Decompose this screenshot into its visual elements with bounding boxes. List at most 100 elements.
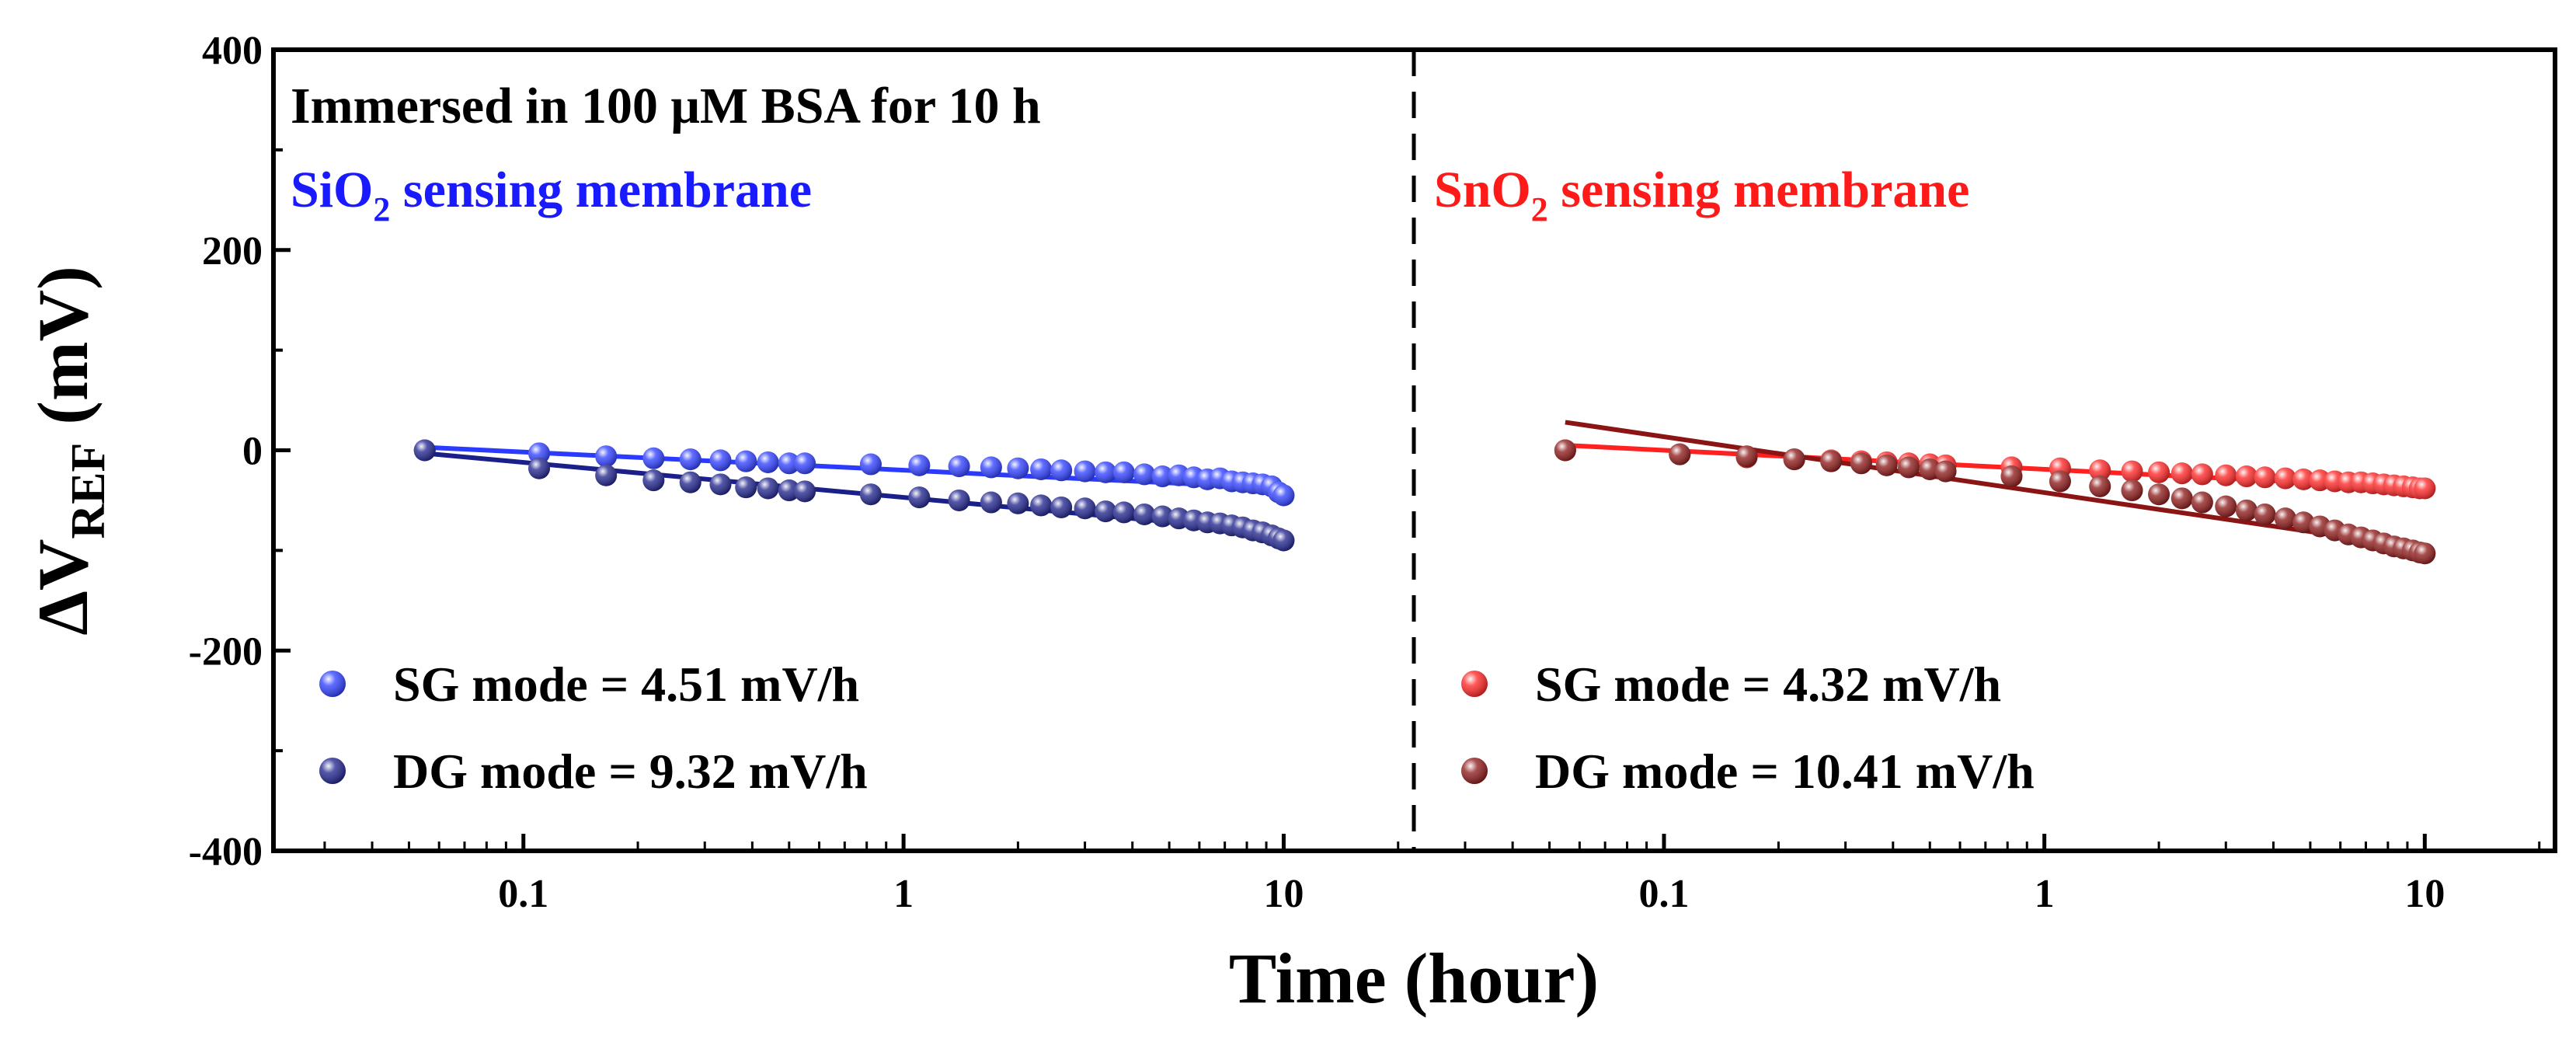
membrane-label-sio2: SiO2 sensing membrane — [291, 162, 812, 228]
data-point-shade-sno2-sg — [2170, 462, 2193, 485]
data-point-shade-sio2-sg — [1095, 461, 1117, 483]
legend-marker-sno2-sg-shade — [1461, 671, 1488, 697]
x-tick-label: 10 — [2404, 872, 2445, 916]
data-point-shade-sio2-sg — [908, 454, 931, 476]
x-tick-label: 1 — [893, 872, 914, 916]
data-point-shade-sio2-dg — [794, 480, 816, 503]
y-tick-label: -200 — [189, 629, 263, 674]
data-point-shade-sio2-dg — [1133, 503, 1156, 525]
data-point-shade-sno2-sg — [2089, 459, 2111, 482]
data-point-shade-sno2-sg — [2148, 461, 2170, 483]
data-point-shade-sio2-dg — [859, 483, 882, 506]
data-point-shade-sio2-dg — [1272, 529, 1295, 552]
legend-label-sno2-dg: DG mode = 10.41 mV/h — [1535, 744, 2035, 799]
data-point-shade-sio2-sg — [859, 453, 882, 476]
membrane-label-sio2-subscript: 2 — [373, 190, 390, 228]
x-tick-label: 10 — [1263, 872, 1304, 916]
data-point-shade-sio2-sg — [980, 456, 1002, 479]
data-point-shade-sio2-sg — [1074, 460, 1096, 483]
data-point-shade-sio2-dg — [757, 477, 779, 500]
x-tick-label: 0.1 — [1638, 872, 1689, 916]
y-axis-title: ΔVREF (mV) — [23, 266, 115, 635]
data-point-shade-sno2-sg — [2414, 477, 2436, 500]
data-point-shade-sio2-sg — [1272, 484, 1295, 507]
data-point-shade-sno2-dg — [1735, 445, 1758, 468]
data-point-shade-sno2-dg — [2292, 511, 2315, 534]
membrane-label-sno2: SnO2 sensing membrane — [1434, 162, 1969, 228]
data-point-shade-sio2-sg — [1112, 461, 1135, 483]
annotation-immersion: Immersed in 100 μM BSA for 10 h — [291, 78, 1041, 134]
data-point-shade-sio2-dg — [948, 489, 970, 511]
data-point-shade-sio2-sg — [709, 449, 732, 472]
data-point-shade-sno2-sg — [2292, 468, 2315, 490]
data-point-shade-sio2-dg — [1050, 496, 1073, 518]
y-tick-label: 200 — [202, 229, 263, 274]
x-axis-title: Time (hour) — [1229, 939, 1599, 1018]
x-tick-label: 1 — [2035, 872, 2055, 916]
data-point-shade-sno2-dg — [2000, 465, 2023, 488]
data-point-shade-sio2-dg — [778, 479, 800, 502]
data-point-shade-sio2-dg — [709, 473, 732, 496]
data-point-shade-sio2-sg — [1151, 465, 1174, 488]
data-point-shade-sio2-sg — [794, 452, 816, 475]
data-point-shade-sno2-dg — [2414, 542, 2436, 565]
data-point-shade-sio2-dg — [679, 471, 701, 493]
membrane-label-sio2-prefix: SiO — [291, 162, 373, 218]
data-point-shade-sno2-sg — [2235, 465, 2257, 488]
data-point-shade-sno2-dg — [2049, 470, 2071, 493]
data-point-shade-sno2-sg — [2215, 464, 2237, 486]
membrane-label-sio2-suffix: sensing membrane — [390, 162, 812, 218]
data-point-shade-sno2-dg — [1820, 450, 1843, 472]
data-point-shade-sno2-dg — [1783, 448, 1805, 471]
data-point-shade-sio2-dg — [1074, 497, 1096, 520]
data-point-shade-sno2-dg — [2148, 483, 2170, 506]
data-point-shade-sno2-dg — [2254, 503, 2276, 525]
data-point-shade-sno2-dg — [1554, 439, 1576, 462]
data-point-shade-sio2-sg — [1007, 457, 1029, 479]
legend-marker-sio2-dg-shade — [319, 758, 346, 784]
data-point-shade-sio2-dg — [528, 457, 551, 479]
data-point-shade-sio2-dg — [1112, 501, 1135, 524]
data-point-shade-sno2-sg — [2191, 463, 2213, 486]
data-point-shade-sio2-sg — [948, 455, 970, 478]
legend-label-sio2-sg: SG mode = 4.51 mV/h — [393, 657, 859, 712]
x-tick-label: 0.1 — [498, 872, 548, 916]
data-point-shade-sio2-dg — [1030, 494, 1053, 517]
data-point-shade-sno2-dg — [2274, 507, 2296, 530]
data-point-shade-sio2-sg — [1030, 458, 1053, 480]
data-point-shade-sno2-dg — [1669, 443, 1691, 465]
data-point-shade-sio2-sg — [1050, 459, 1073, 482]
data-point-shade-sio2-sg — [642, 447, 665, 469]
data-point-shade-sno2-dg — [1850, 452, 1872, 475]
data-point-shade-sno2-sg — [2121, 460, 2143, 483]
legend-label-sno2-sg: SG mode = 4.32 mV/h — [1535, 657, 2001, 712]
data-point-shade-sno2-dg — [2215, 495, 2237, 518]
y-axis-title-prefix: ΔV — [23, 539, 103, 636]
legend-sno2: SG mode = 4.32 mV/h DG mode = 10.41 mV/h — [1461, 657, 2035, 799]
data-point-shade-sio2-sg — [528, 442, 551, 465]
data-point-shade-sio2-sg — [679, 448, 701, 471]
data-point-shade-sio2-sg — [735, 450, 757, 472]
membrane-label-sno2-prefix: SnO — [1434, 162, 1531, 218]
legend-sio2: SG mode = 4.51 mV/h DG mode = 9.32 mV/h — [319, 657, 868, 799]
data-point-shade-sio2-dg — [595, 464, 618, 486]
axis-tick-labels: -400 -200 0 200 400 0.1 1 10 0.1 1 10 — [189, 29, 2445, 916]
data-point-shade-sno2-dg — [2170, 487, 2193, 510]
data-point-shade-sio2-dg — [980, 491, 1002, 514]
data-point-shade-sno2-sg — [2254, 466, 2276, 489]
y-tick-label: -400 — [189, 830, 263, 874]
y-axis-title-suffix: (mV) — [23, 266, 103, 442]
data-point-shade-sno2-dg — [1934, 460, 1957, 483]
data-point-shade-sio2-sg — [1133, 463, 1156, 486]
data-point-shade-sio2-dg — [908, 486, 931, 509]
data-point-shade-sno2-dg — [2235, 499, 2257, 521]
data-point-shade-sno2-sg — [2274, 467, 2296, 490]
data-point-shade-sno2-dg — [1875, 454, 1898, 476]
y-tick-label: 400 — [202, 29, 263, 73]
plot-area — [413, 420, 2436, 565]
data-point-shade-sio2-sg — [778, 452, 800, 475]
data-point-shade-sio2-dg — [413, 439, 436, 462]
legend-marker-sio2-sg-shade — [319, 671, 346, 697]
legend-marker-sno2-dg-shade — [1461, 758, 1488, 784]
